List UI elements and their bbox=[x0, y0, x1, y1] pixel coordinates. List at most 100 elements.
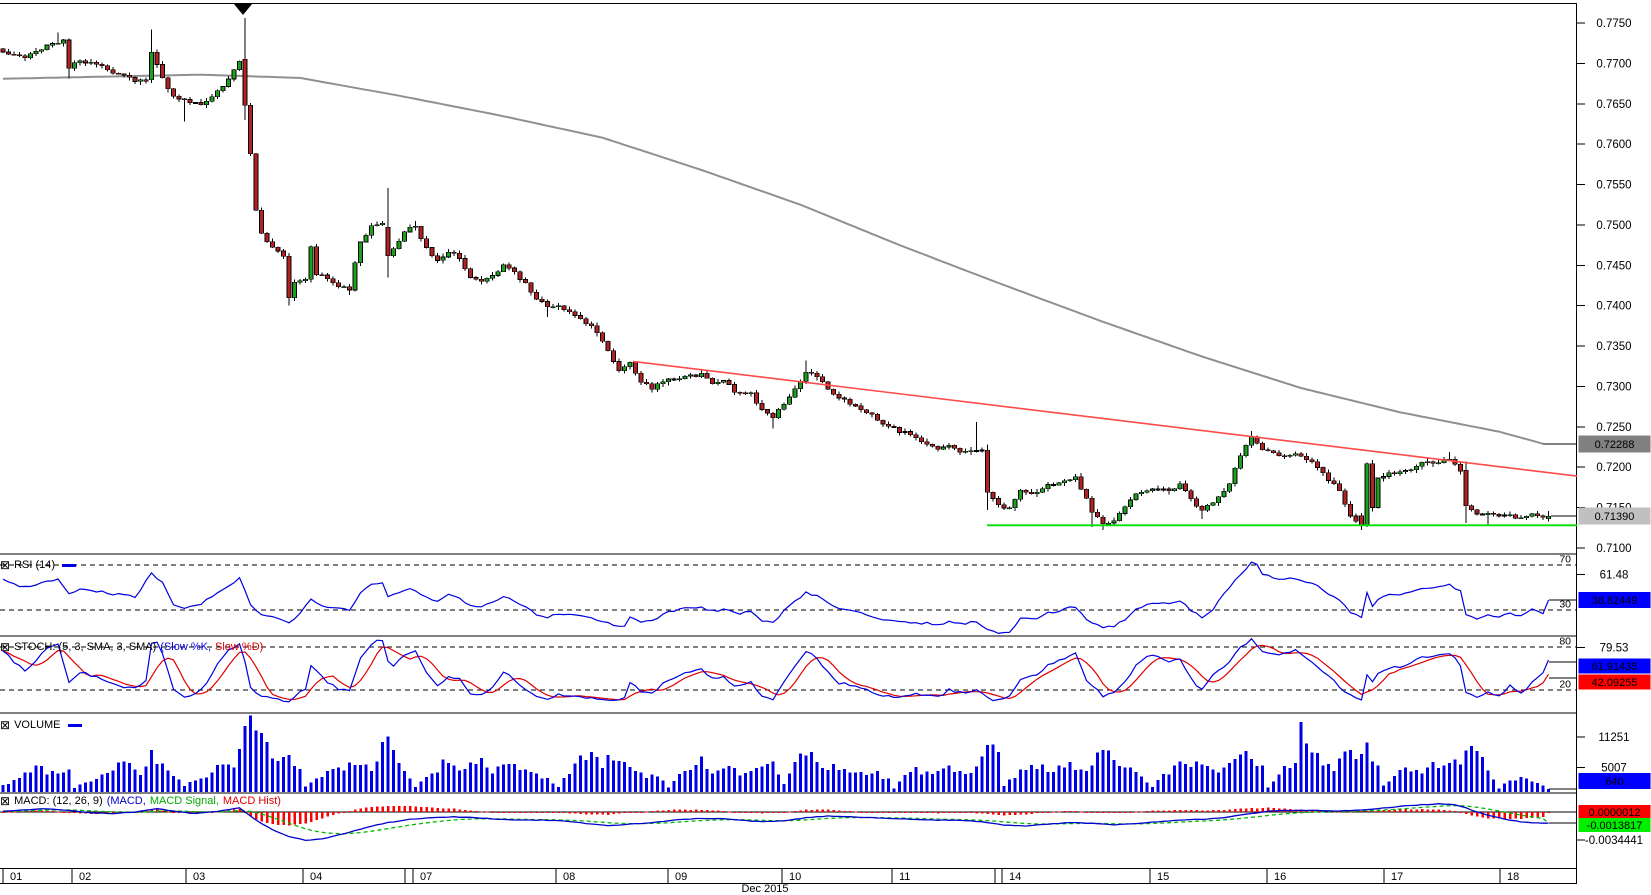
macd-hist-bar bbox=[771, 812, 775, 813]
volume-bar bbox=[1046, 772, 1050, 792]
volume-bar bbox=[89, 781, 93, 792]
candle-body bbox=[605, 341, 611, 352]
volume-bar bbox=[1371, 761, 1374, 792]
candle-body bbox=[176, 95, 182, 100]
macd-hist-bar bbox=[1195, 810, 1198, 812]
candle-body bbox=[792, 388, 798, 398]
volume-bar bbox=[590, 752, 593, 792]
candle-body bbox=[638, 372, 644, 383]
candle-body bbox=[1238, 455, 1243, 469]
stoch-close-checkbox[interactable]: ⊠ bbox=[0, 639, 11, 654]
candle-body bbox=[781, 403, 787, 410]
volume-bar bbox=[799, 753, 802, 792]
volume-bar bbox=[1459, 764, 1462, 792]
volume-bar bbox=[914, 767, 918, 792]
candle-body bbox=[1546, 516, 1551, 520]
volume-bar bbox=[144, 766, 148, 792]
volume-bar bbox=[117, 762, 120, 792]
macd-hist-bar bbox=[1046, 812, 1050, 813]
candle-body bbox=[138, 79, 143, 82]
volume-bar bbox=[573, 763, 577, 792]
macd-close-checkbox[interactable]: ⊠ bbox=[0, 793, 11, 808]
volume-bar bbox=[716, 770, 720, 792]
macd-hist-bar bbox=[1310, 810, 1314, 812]
candle-body bbox=[1100, 516, 1106, 525]
macd-hist-bar bbox=[804, 809, 808, 812]
candle-body bbox=[369, 225, 374, 236]
macd-label-text: MACD: (12, 26, 9) bbox=[14, 795, 103, 807]
candle-body bbox=[732, 384, 737, 393]
price-value-badge bbox=[1578, 507, 1651, 525]
volume-bar bbox=[474, 763, 478, 792]
volume-bar bbox=[1096, 752, 1099, 792]
candle-body bbox=[523, 279, 528, 283]
volume-bar bbox=[931, 773, 934, 792]
volume-bar bbox=[942, 768, 945, 792]
volume-bar bbox=[870, 773, 874, 792]
volume-bar bbox=[1404, 767, 1407, 792]
volume-bar bbox=[584, 759, 588, 792]
volume-bar bbox=[579, 755, 582, 792]
macd-hist-bar bbox=[1453, 811, 1457, 813]
macd-hist-bar bbox=[408, 806, 412, 812]
volume-bar bbox=[1519, 776, 1523, 792]
macd-hist-bar bbox=[964, 812, 967, 813]
volume-bar bbox=[1222, 767, 1226, 792]
rsi-level-label: 30 bbox=[1559, 599, 1571, 611]
candle-body bbox=[842, 397, 847, 400]
candle-body bbox=[50, 43, 55, 46]
volume-close-checkbox[interactable]: ⊠ bbox=[0, 717, 11, 732]
volume-bar bbox=[1261, 765, 1264, 792]
macd-hist-bar bbox=[612, 812, 615, 815]
macd-hist-bar bbox=[700, 809, 703, 812]
candle-body bbox=[528, 282, 534, 293]
volume-bar bbox=[634, 770, 637, 792]
volume-bar bbox=[1349, 749, 1352, 792]
candle-body bbox=[1304, 455, 1309, 460]
candle-body bbox=[963, 451, 968, 453]
macd-hist-bar bbox=[161, 810, 164, 812]
candle-body bbox=[1034, 491, 1040, 495]
candle-body bbox=[1287, 454, 1293, 457]
candle-body bbox=[803, 371, 809, 382]
volume-bar bbox=[1475, 750, 1479, 792]
volume-bar bbox=[1217, 772, 1220, 792]
macd-hist-bar bbox=[529, 812, 533, 813]
candle-body bbox=[1078, 476, 1084, 490]
candle-body bbox=[1507, 514, 1513, 516]
macd-hist-bar bbox=[1365, 810, 1369, 812]
rsi-close-checkbox[interactable]: ⊠ bbox=[0, 557, 11, 572]
candle-body bbox=[1524, 516, 1529, 519]
candle-body bbox=[495, 271, 501, 276]
candle-body bbox=[1364, 463, 1370, 526]
candle-body bbox=[308, 246, 314, 280]
candle-body bbox=[545, 301, 550, 307]
rsi-line bbox=[2, 561, 1550, 635]
candle-body bbox=[1502, 514, 1507, 517]
candle-body bbox=[677, 378, 682, 381]
candle-body bbox=[1128, 499, 1133, 508]
macd-hist-bar bbox=[1107, 812, 1110, 813]
trendline[interactable] bbox=[632, 360, 1578, 477]
volume-bar bbox=[601, 767, 604, 792]
volume-bar bbox=[1118, 765, 1121, 792]
candle-body bbox=[897, 427, 902, 433]
volume-bar bbox=[375, 761, 379, 792]
volume-bar bbox=[1233, 759, 1237, 792]
macd-hist-bar bbox=[474, 810, 478, 812]
candle-body bbox=[22, 55, 28, 58]
candle-body bbox=[831, 388, 836, 395]
macd-hist-bar bbox=[7, 811, 10, 813]
volume-bar bbox=[1360, 754, 1363, 792]
macd-hist-bar bbox=[1222, 809, 1226, 812]
macd-hist-bar bbox=[892, 812, 896, 813]
volume-bar bbox=[1101, 750, 1105, 792]
volume-bar bbox=[980, 756, 984, 792]
volume-bar bbox=[1277, 774, 1281, 792]
volume-bar bbox=[496, 766, 500, 792]
volume-bar bbox=[205, 777, 208, 792]
volume-bar bbox=[788, 773, 791, 792]
volume-bar bbox=[106, 773, 109, 792]
volume-bar bbox=[645, 777, 648, 792]
